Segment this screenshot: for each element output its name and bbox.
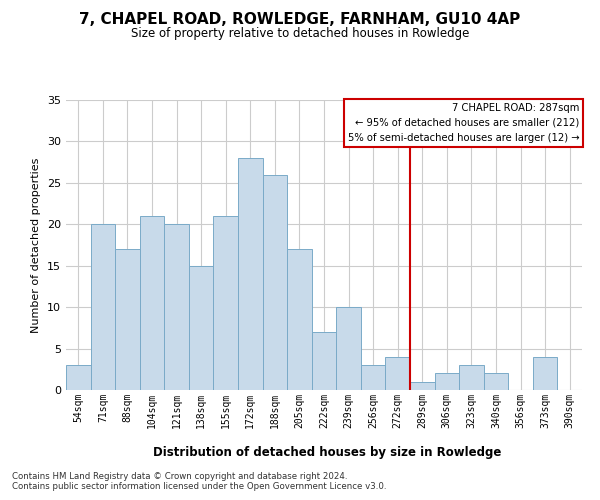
Bar xyxy=(312,332,336,390)
Bar xyxy=(189,266,214,390)
Bar xyxy=(361,365,385,390)
Bar xyxy=(66,365,91,390)
Bar xyxy=(434,374,459,390)
Bar xyxy=(263,174,287,390)
Bar xyxy=(238,158,263,390)
Text: Size of property relative to detached houses in Rowledge: Size of property relative to detached ho… xyxy=(131,28,469,40)
Text: Distribution of detached houses by size in Rowledge: Distribution of detached houses by size … xyxy=(153,446,501,459)
Bar xyxy=(164,224,189,390)
Text: 7 CHAPEL ROAD: 287sqm
← 95% of detached houses are smaller (212)
5% of semi-deta: 7 CHAPEL ROAD: 287sqm ← 95% of detached … xyxy=(348,103,580,142)
Text: 7, CHAPEL ROAD, ROWLEDGE, FARNHAM, GU10 4AP: 7, CHAPEL ROAD, ROWLEDGE, FARNHAM, GU10 … xyxy=(79,12,521,28)
Bar xyxy=(459,365,484,390)
Bar xyxy=(336,307,361,390)
Bar xyxy=(385,357,410,390)
Bar xyxy=(91,224,115,390)
Bar xyxy=(140,216,164,390)
Y-axis label: Number of detached properties: Number of detached properties xyxy=(31,158,41,332)
Bar xyxy=(287,249,312,390)
Bar xyxy=(533,357,557,390)
Bar xyxy=(410,382,434,390)
Text: Contains public sector information licensed under the Open Government Licence v3: Contains public sector information licen… xyxy=(12,482,386,491)
Bar xyxy=(115,249,140,390)
Bar xyxy=(214,216,238,390)
Bar xyxy=(484,374,508,390)
Text: Contains HM Land Registry data © Crown copyright and database right 2024.: Contains HM Land Registry data © Crown c… xyxy=(12,472,347,481)
